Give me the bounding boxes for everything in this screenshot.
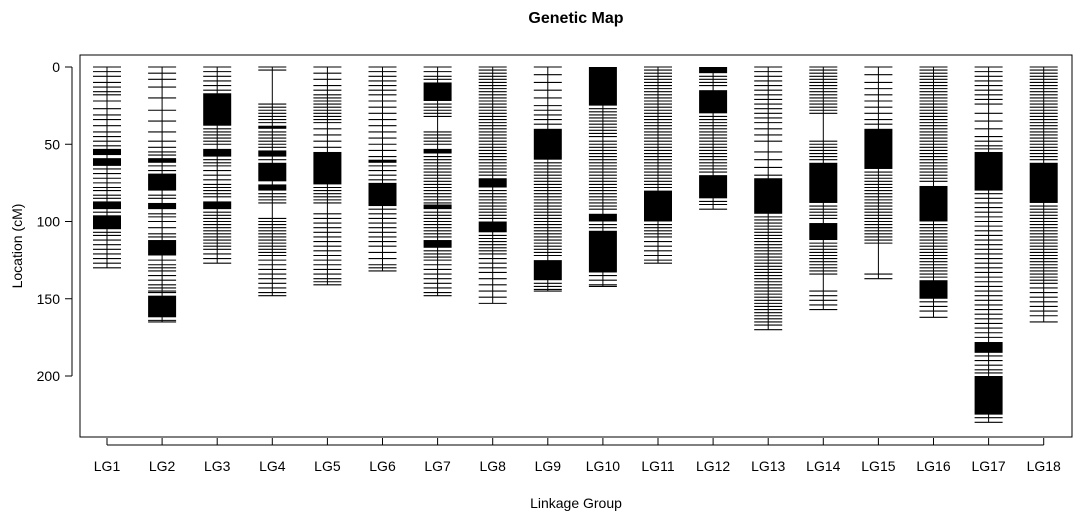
- linkage-group: [1029, 66, 1058, 323]
- marker-cluster: [258, 162, 287, 182]
- x-tick-label: LG18: [1027, 458, 1061, 474]
- marker-cluster: [148, 173, 177, 191]
- marker-cluster: [93, 215, 121, 230]
- marker-cluster: [258, 150, 287, 157]
- linkage-group: [313, 66, 342, 286]
- linkage-group: [588, 67, 617, 287]
- marker-cluster: [699, 175, 728, 199]
- marker-cluster: [93, 158, 121, 166]
- linkage-group: [919, 66, 948, 318]
- linkage-group: [809, 66, 838, 311]
- x-tick-label: LG1: [94, 458, 121, 474]
- y-tick-label: 200: [37, 368, 61, 384]
- marker-cluster: [368, 159, 397, 163]
- marker-cluster: [699, 90, 728, 114]
- linkage-group: [644, 66, 672, 264]
- linkage-group: [864, 66, 893, 280]
- x-tick-label: LG17: [971, 458, 1005, 474]
- linkage-group: [974, 66, 1003, 423]
- marker-cluster: [754, 178, 783, 214]
- marker-cluster: [533, 260, 562, 281]
- x-tick-label: LG5: [314, 458, 341, 474]
- linkage-group: [533, 66, 562, 292]
- marker-cluster: [203, 148, 232, 157]
- y-tick-label: 150: [37, 291, 61, 307]
- x-tick-label: LG11: [641, 458, 674, 474]
- marker-cluster: [809, 223, 838, 241]
- linkage-groups: [93, 66, 1058, 423]
- linkage-group: [423, 66, 452, 297]
- marker-cluster: [423, 204, 452, 210]
- linkage-group: [93, 66, 121, 269]
- x-tick-label: LG9: [535, 458, 562, 474]
- marker-cluster: [974, 151, 1003, 191]
- chart-title: Genetic Map: [528, 10, 623, 27]
- marker-cluster: [423, 82, 452, 101]
- x-tick-label: LG7: [424, 458, 451, 474]
- marker-cluster: [588, 213, 617, 222]
- marker-cluster: [423, 240, 452, 248]
- marker-cluster: [148, 158, 177, 163]
- marker-cluster: [258, 184, 287, 191]
- x-axis: LG1 LG2 LG3 LG4 LG5 LG6 LG7 LG8 LG9 LG10 LG11 LG12 L…: [94, 438, 1061, 474]
- marker-cluster: [809, 162, 838, 203]
- marker-cluster: [258, 125, 287, 129]
- marker-cluster: [148, 240, 177, 256]
- linkage-group: [478, 66, 507, 304]
- marker-cluster: [588, 230, 617, 273]
- y-axis: 0 50 100 150 200: [37, 59, 73, 384]
- marker-cluster: [588, 67, 617, 106]
- marker-cluster: [478, 221, 507, 233]
- x-tick-label: LG6: [369, 458, 396, 474]
- x-tick-label: LG3: [204, 458, 231, 474]
- marker-cluster: [368, 182, 397, 207]
- linkage-group: [148, 66, 177, 323]
- marker-cluster: [423, 148, 452, 154]
- marker-cluster: [148, 295, 177, 318]
- marker-cluster: [478, 178, 507, 188]
- marker-cluster: [699, 67, 728, 74]
- marker-cluster: [203, 201, 232, 210]
- marker-cluster: [644, 190, 672, 222]
- x-tick-label: LG10: [586, 458, 620, 474]
- x-tick-label: LG15: [861, 458, 895, 474]
- marker-cluster: [93, 201, 121, 210]
- marker-cluster: [93, 148, 121, 156]
- x-tick-label: LG16: [916, 458, 950, 474]
- linkage-group: [754, 66, 783, 331]
- x-tick-label: LG2: [149, 458, 176, 474]
- x-tick-label: LG12: [696, 458, 730, 474]
- marker-cluster: [974, 376, 1003, 415]
- marker-cluster: [919, 280, 948, 299]
- x-tick-label: LG13: [751, 458, 785, 474]
- y-tick-label: 100: [37, 214, 61, 230]
- x-tick-label: LG4: [259, 458, 286, 474]
- y-tick-label: 50: [44, 136, 60, 152]
- marker-cluster: [203, 93, 232, 126]
- marker-cluster: [919, 185, 948, 222]
- plot-frame: [79, 54, 1073, 438]
- linkage-group: [699, 67, 728, 210]
- marker-cluster: [974, 342, 1003, 353]
- y-tick-label: 0: [52, 59, 60, 75]
- marker-cluster: [313, 151, 342, 185]
- marker-cluster: [1029, 162, 1058, 203]
- marker-cluster: [533, 128, 562, 160]
- marker-cluster: [864, 128, 893, 169]
- x-tick-label: LG8: [479, 458, 506, 474]
- linkage-group: [258, 66, 287, 297]
- x-axis-label: Linkage Group: [530, 495, 622, 511]
- linkage-group: [203, 66, 232, 264]
- linkage-group: [368, 66, 397, 272]
- x-tick-label: LG14: [806, 458, 840, 474]
- marker-cluster: [148, 202, 177, 210]
- y-axis-label: Location (cM): [9, 204, 25, 289]
